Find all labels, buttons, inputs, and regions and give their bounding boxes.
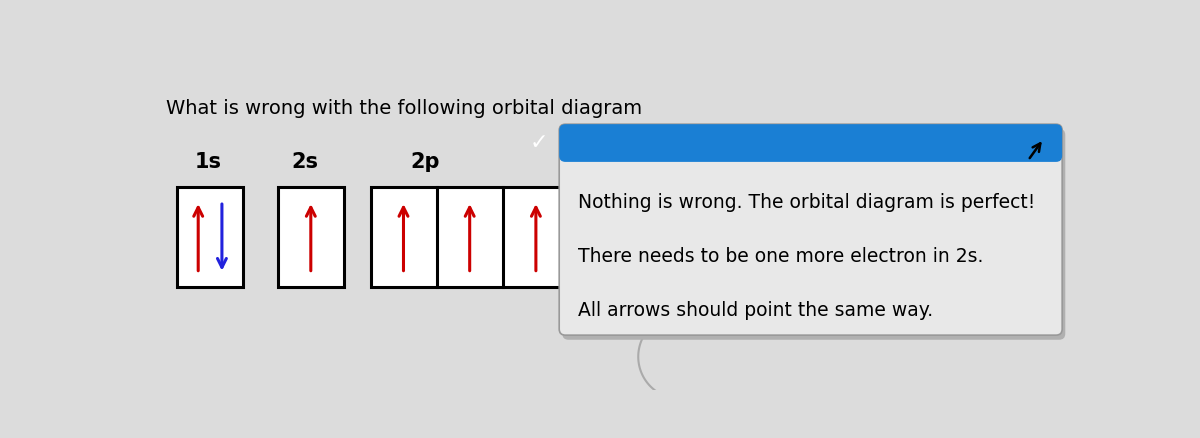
FancyBboxPatch shape — [563, 129, 1066, 340]
Bar — [371, 187, 569, 287]
Bar — [560, 143, 1061, 160]
Text: Nothing is wrong. The orbital diagram is perfect!: Nothing is wrong. The orbital diagram is… — [578, 194, 1036, 212]
FancyBboxPatch shape — [559, 124, 1062, 162]
Text: 1s: 1s — [194, 152, 222, 172]
Text: All arrows should point the same way.: All arrows should point the same way. — [578, 301, 932, 320]
Text: 2s: 2s — [292, 152, 318, 172]
FancyBboxPatch shape — [559, 124, 1062, 335]
Bar — [278, 187, 343, 287]
Text: There needs to be one more electron in 2s.: There needs to be one more electron in 2… — [578, 247, 983, 266]
Bar — [178, 187, 242, 287]
Text: What is wrong with the following orbital diagram: What is wrong with the following orbital… — [166, 99, 642, 118]
Text: 2p: 2p — [410, 152, 440, 172]
Text: ✓: ✓ — [529, 134, 548, 153]
